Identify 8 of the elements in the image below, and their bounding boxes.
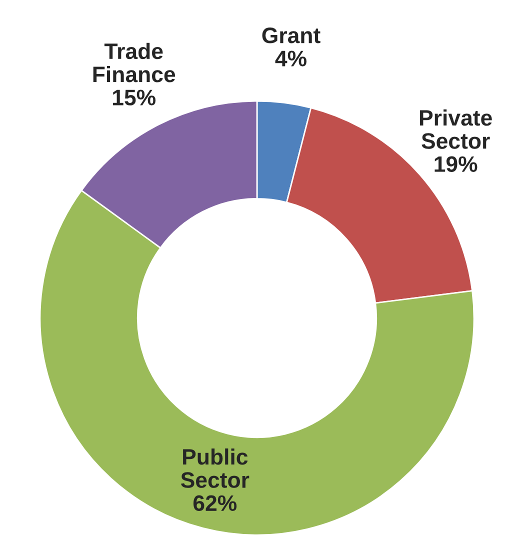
data-label: 4% (275, 50, 306, 66)
slice-label: Private Sector (420, 109, 492, 149)
slice-label: Public Sector (180, 448, 250, 488)
data-label: 19% (434, 156, 478, 172)
slice-label: Grant (262, 28, 320, 44)
data-label: 15% (113, 90, 156, 106)
data-label: 62% (193, 495, 237, 512)
slice-label: Trade Finance (93, 42, 176, 82)
